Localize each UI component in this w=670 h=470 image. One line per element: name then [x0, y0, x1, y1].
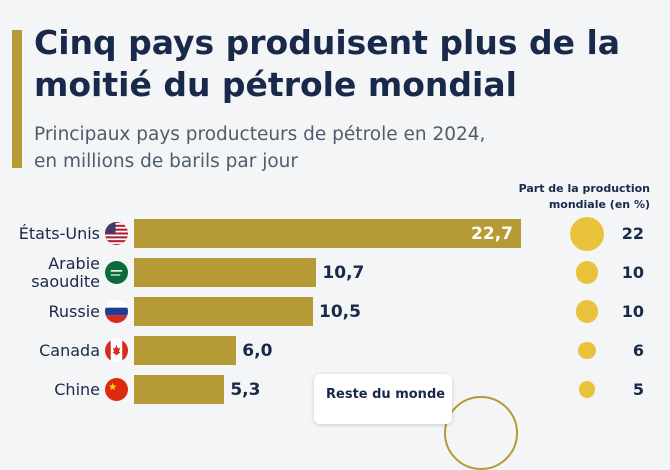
china-flag-icon: [105, 378, 128, 401]
subtitle-line-1: Principaux pays producteurs de pétrole e…: [34, 124, 486, 145]
share-value-label: 6: [632, 340, 644, 360]
rest-of-world-bubble: [444, 396, 518, 470]
title-accent-bar: [12, 30, 22, 168]
bar-value-label: 6,0: [242, 340, 273, 361]
country-label: Chine: [54, 379, 100, 399]
country-label-line: Canada: [39, 340, 100, 360]
rest-of-world-card: Reste du monde: [314, 374, 452, 424]
share-bubble: [570, 216, 604, 251]
chart-title: Cinq pays produisent plus de la moitié d…: [34, 23, 621, 104]
share-value-label: 10: [621, 301, 644, 321]
bar-value-label: 10,5: [319, 301, 361, 322]
usa-flag-icon: [105, 222, 128, 245]
share-bubble: [578, 381, 596, 398]
bar-value-label: 5,3: [230, 379, 261, 400]
bar: [134, 258, 317, 287]
share-header-line-2: mondiale (en %): [548, 198, 650, 211]
bar: [134, 219, 521, 248]
share-value-label: 5: [632, 379, 644, 399]
bar: [134, 375, 225, 404]
country-label-line: Russie: [48, 301, 101, 321]
country-label: États-Unis: [18, 223, 100, 243]
country-label: Canada: [39, 340, 100, 360]
bar-value-label: 10,7: [322, 262, 365, 283]
saudi-arabia-flag-icon: [105, 261, 128, 284]
share-bubble: [575, 300, 599, 323]
subtitle-line-2: en millions de barils par jour: [34, 151, 298, 172]
share-value-label: 10: [621, 262, 644, 282]
rest-of-world-label: Reste du monde: [326, 387, 446, 402]
share-header-line-1: Part de la production: [518, 182, 650, 195]
bar: [134, 297, 313, 326]
canada-flag-icon: [105, 339, 128, 362]
share-value-label: 22: [621, 223, 644, 243]
country-label-line: États-Unis: [18, 223, 100, 243]
share-bubble: [575, 261, 599, 284]
country-label-line: Arabie: [48, 253, 100, 273]
bar: [134, 336, 237, 365]
chart-subtitle: Principaux pays producteurs de pétrole e…: [34, 121, 654, 175]
russia-flag-icon: [105, 300, 128, 323]
country-label-line: saoudite: [31, 271, 100, 291]
country-label: Arabie saoudite: [31, 253, 100, 291]
country-label: Russie: [48, 301, 101, 321]
share-bubble: [578, 341, 596, 360]
bar-value-label: 22,7: [471, 223, 513, 244]
country-label-line: Chine: [54, 379, 100, 399]
share-column-header: Part de la production mondiale (en %): [488, 181, 650, 213]
